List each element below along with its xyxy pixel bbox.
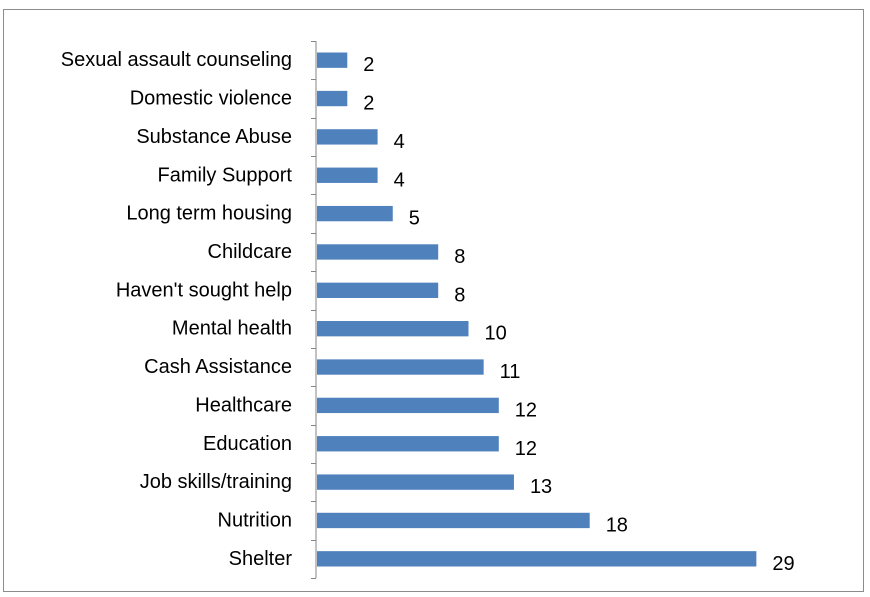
data-label: 5 [409, 208, 420, 230]
category-label: Sexual assault counseling [61, 49, 292, 71]
category-label: Family Support [158, 164, 293, 186]
category-label: Shelter [229, 548, 293, 570]
category-label: Substance Abuse [136, 126, 292, 148]
bar [317, 282, 439, 298]
bar [317, 167, 378, 183]
category-label: Mental health [172, 318, 292, 340]
category-label: Haven't sought help [116, 279, 292, 301]
category-label: Cash Assistance [144, 356, 292, 378]
data-label: 10 [485, 323, 507, 345]
category-label: Job skills/training [140, 471, 292, 493]
data-label: 8 [454, 284, 465, 306]
data-label: 18 [606, 514, 628, 536]
bar [317, 129, 378, 145]
bar [317, 321, 469, 337]
data-label: 12 [515, 438, 537, 460]
data-label: 4 [394, 169, 405, 191]
bar [317, 244, 439, 260]
bar [317, 52, 348, 68]
bar [317, 551, 757, 567]
data-label: 2 [363, 93, 374, 115]
category-label: Childcare [208, 241, 292, 263]
data-label: 4 [394, 131, 405, 153]
axis-layer [311, 41, 317, 579]
category-label: Education [203, 433, 292, 455]
category-label: Healthcare [195, 394, 292, 416]
category-label: Nutrition [218, 509, 292, 531]
category-labels: Sexual assault counseling Domestic violen… [61, 49, 293, 570]
category-label: Domestic violence [130, 88, 292, 110]
data-label: 2 [363, 54, 374, 76]
data-label: 8 [454, 246, 465, 268]
category-label: Long term housing [126, 203, 292, 225]
data-label: 13 [530, 476, 552, 498]
bar [317, 436, 499, 452]
data-label: 29 [772, 553, 794, 575]
bar [317, 90, 348, 107]
data-label: 11 [500, 361, 521, 383]
chart-area [3, 9, 864, 592]
bars-layer [317, 52, 757, 567]
bar [317, 512, 590, 529]
bar [317, 397, 499, 414]
bar [317, 474, 514, 490]
data-label: 12 [515, 399, 537, 421]
bar [317, 205, 393, 222]
bar [317, 359, 484, 375]
